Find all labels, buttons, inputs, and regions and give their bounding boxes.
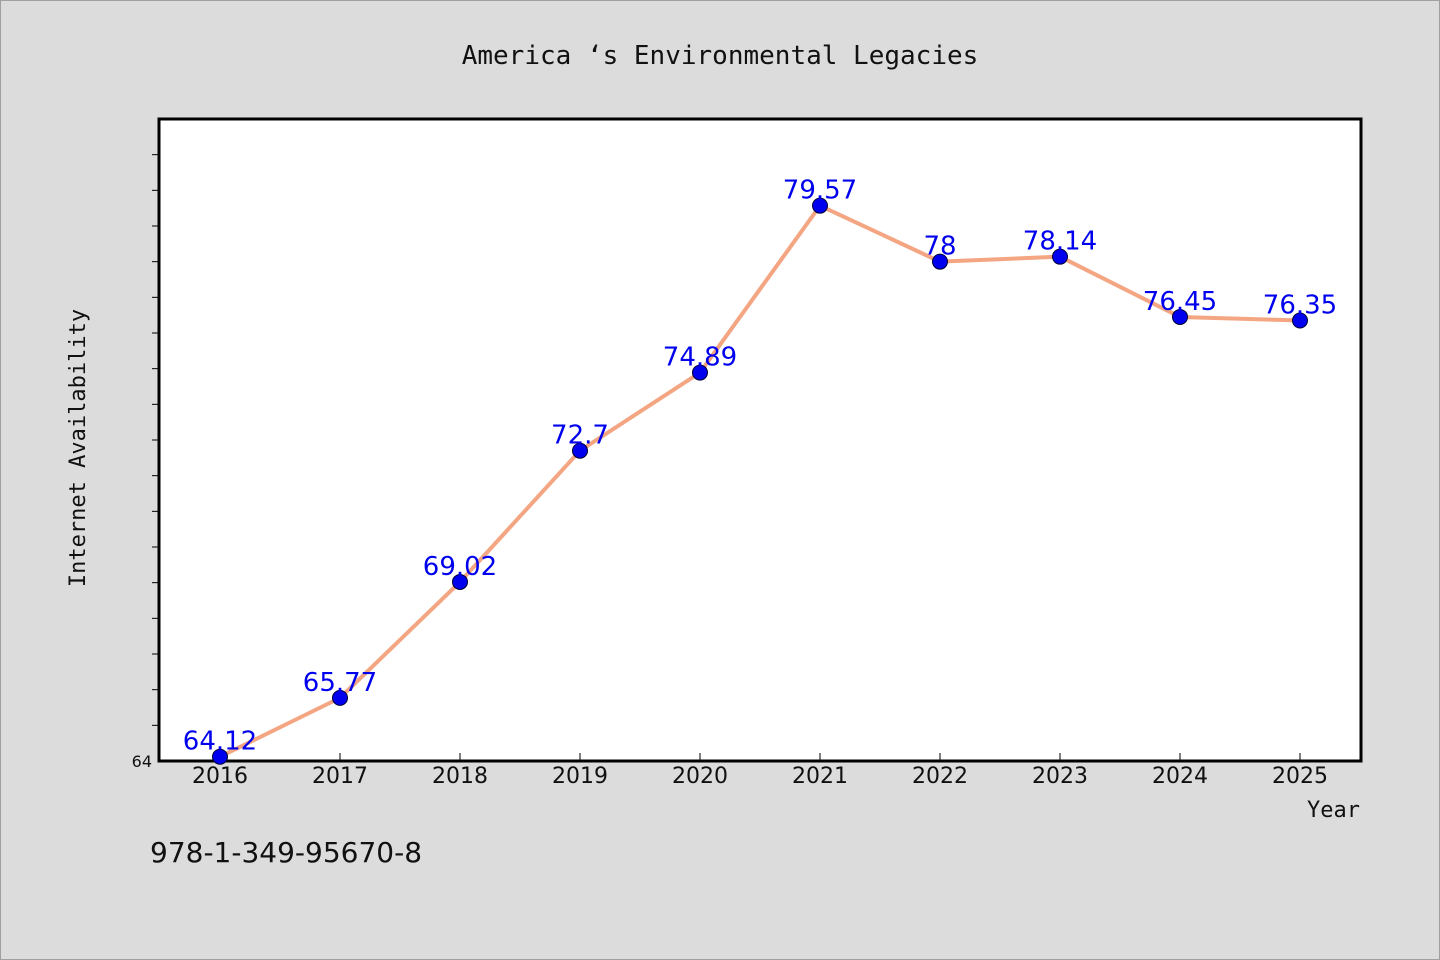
- data-point: [932, 253, 948, 270]
- x-tick-label: 2020: [672, 764, 728, 789]
- x-tick-label: 2022: [912, 764, 968, 789]
- x-axis-title: Year: [1307, 798, 1360, 823]
- x-tick-label: 2018: [432, 764, 488, 789]
- x-tick-label: 2021: [792, 764, 848, 789]
- data-label: 76.35: [1263, 291, 1337, 321]
- data-point: [812, 197, 828, 214]
- x-tick-label: 2025: [1272, 764, 1328, 789]
- data-label: 72.7: [551, 421, 609, 451]
- x-tick-label: 2019: [552, 764, 608, 789]
- data-point: [1172, 308, 1188, 325]
- footer-isbn: 978-1-349-95670-8: [150, 836, 422, 869]
- data-label: 65.77: [303, 668, 377, 698]
- data-label: 78.14: [1023, 227, 1097, 257]
- x-tick-label: 2017: [312, 764, 368, 789]
- x-tick-labels: 2016 2017 2018 2019 2020 2021 2022 2023 2024 2025: [192, 764, 1328, 789]
- data-label: 69.02: [423, 552, 497, 582]
- data-point: [212, 748, 228, 765]
- data-point: [1052, 248, 1068, 265]
- data-label: 64.12: [183, 727, 257, 757]
- series-line-group: 64.12 65.77 69.02 72.7 74.89 79.57 78 78.14 76.4…: [183, 176, 1337, 765]
- chart-title: America ‘s Environmental Legacies: [462, 41, 979, 71]
- plot-area: [157, 117, 1363, 763]
- y-tick-label-min: 64: [132, 752, 152, 771]
- data-point: [572, 442, 588, 459]
- data-point: [692, 364, 708, 381]
- y-axis-ticks: [152, 154, 159, 726]
- series-line: [218, 203, 1302, 759]
- data-point: [332, 689, 348, 706]
- x-tick-label: 2023: [1032, 764, 1088, 789]
- data-label: 74.89: [663, 343, 737, 373]
- x-tick-label: 2024: [1152, 764, 1208, 789]
- x-tick-label: 2016: [192, 764, 248, 789]
- data-label: 79.57: [783, 176, 857, 206]
- data-label: 78: [923, 232, 956, 262]
- data-point: [452, 573, 468, 590]
- data-point: [1292, 312, 1308, 329]
- y-axis-title: Internet Availability: [66, 309, 91, 587]
- data-label: 76.45: [1143, 287, 1217, 317]
